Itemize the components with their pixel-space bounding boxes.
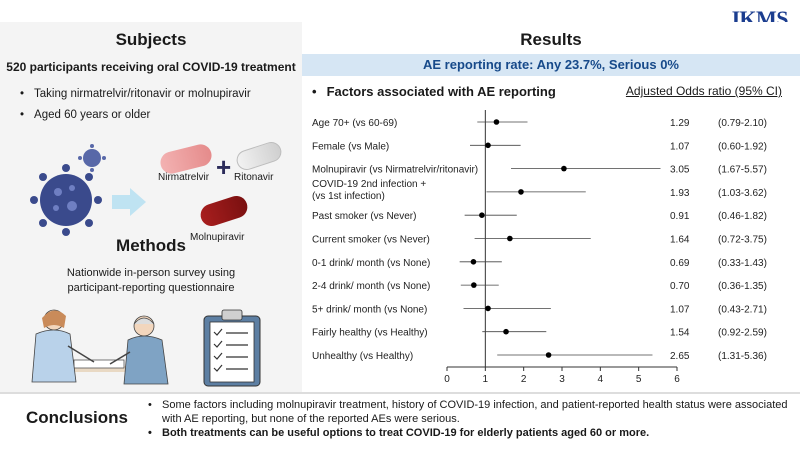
or-point <box>503 328 509 335</box>
plus-icon: + <box>216 152 232 182</box>
ritonavir-pill-icon <box>234 139 284 173</box>
or-point <box>471 282 477 288</box>
x-tick-label: 1 <box>483 374 489 385</box>
x-tick-label: 4 <box>598 374 604 385</box>
or-value: 1.07 <box>670 141 690 152</box>
x-tick-label: 3 <box>559 374 565 385</box>
virus-icon <box>30 164 102 236</box>
subjects-title: Subjects <box>115 30 187 49</box>
row-label: COVID-19 2nd infection + <box>312 179 426 190</box>
x-tick-label: 2 <box>521 374 527 385</box>
odds-ratio-heading: Adjusted Odds ratio (95% CI) <box>625 84 782 98</box>
x-tick-label: 0 <box>444 374 450 385</box>
nirmatrelvir-label: Nirmatrelvir <box>158 172 210 183</box>
results-title: Results <box>520 30 582 49</box>
conclusions-title: Conclusions <box>26 408 129 427</box>
ci-value: (0.72-3.75) <box>718 235 767 246</box>
ritonavir-label: Ritonavir <box>234 172 274 183</box>
row-label: Past smoker (vs Never) <box>312 211 416 222</box>
methods-title: Methods <box>116 236 186 255</box>
subjects-bullet: Taking nirmatrelvir/ritonavir or molnupi… <box>20 84 251 105</box>
or-point <box>470 259 477 265</box>
row-label: (vs 1st infection) <box>312 191 385 202</box>
or-value: 1.54 <box>670 328 690 339</box>
or-point <box>561 165 567 172</box>
conclusions-section: Conclusions Some factors including molnu… <box>0 392 800 450</box>
or-value: 1.07 <box>670 304 690 315</box>
row-label: Current smoker (vs Never) <box>312 235 430 246</box>
virus-small-icon <box>78 144 106 172</box>
participants-text: 520 participants receiving oral COVID-19… <box>6 60 296 74</box>
ae-rate-banner: AE reporting rate: Any 23.7%, Serious 0% <box>302 54 800 76</box>
or-point <box>485 142 491 149</box>
results-panel: Results AE reporting rate: Any 23.7%, Se… <box>302 22 800 392</box>
row-label: 2-4 drink/ month (vs None) <box>312 281 430 292</box>
ci-value: (1.03-3.62) <box>718 188 767 199</box>
forest-plot: 0 1 2 3 4 5 6 Age 70+ (vs 60-69) 1.29 (0.79-2.10)… <box>312 110 767 385</box>
ci-value: (1.31-5.36) <box>718 351 767 362</box>
or-point <box>507 235 513 242</box>
conclusion-point: Some factors including molnupiravir trea… <box>148 398 788 426</box>
survey-interview-illustration <box>31 309 169 385</box>
ci-value: (0.43-2.71) <box>718 304 767 315</box>
arrow-right-icon <box>112 188 146 216</box>
subjects-bullet: Aged 60 years or older <box>20 105 251 126</box>
or-value: 0.91 <box>670 211 690 222</box>
or-value: 0.69 <box>670 258 690 269</box>
row-label: Fairly healthy (vs Healthy) <box>312 328 428 339</box>
questionnaire-clipboard-icon <box>203 309 261 387</box>
row-label: 0-1 drink/ month (vs None) <box>312 258 430 269</box>
conclusion-point-bold: Both treatments can be useful options to… <box>148 426 788 440</box>
or-value: 2.65 <box>670 351 690 362</box>
subjects-bullets: Taking nirmatrelvir/ritonavir or molnupi… <box>20 84 251 126</box>
conclusions-list: Some factors including molnupiravir trea… <box>148 398 788 440</box>
ci-value: (0.33-1.43) <box>718 258 767 269</box>
subjects-methods-panel: Subjects 520 participants receiving oral… <box>0 22 302 392</box>
ci-value: (0.46-1.82) <box>718 211 767 222</box>
row-label: Age 70+ (vs 60-69) <box>312 118 397 129</box>
or-point <box>545 352 552 358</box>
ci-value: (0.92-2.59) <box>718 328 767 339</box>
ci-value: (1.67-5.57) <box>718 165 767 176</box>
row-label: Unhealthy (vs Healthy) <box>312 351 413 362</box>
methods-line: Nationwide in-person survey using <box>66 267 236 279</box>
or-point <box>493 119 500 125</box>
row-label: 5+ drink/ month (vs None) <box>312 304 427 315</box>
or-value: 3.05 <box>670 165 690 176</box>
row-label: Molnupiravir (vs Nirmatrelvir/ritonavir) <box>312 165 478 176</box>
or-point <box>485 305 491 312</box>
x-tick-label: 5 <box>636 374 642 385</box>
or-point <box>479 212 485 218</box>
x-tick-label: 6 <box>674 374 680 385</box>
factors-heading: Factors associated with AE reporting <box>312 84 556 99</box>
ci-value: (0.60-1.92) <box>718 141 767 152</box>
ci-value: (0.36-1.35) <box>718 281 767 292</box>
or-value: 1.93 <box>670 188 690 199</box>
methods-text: Nationwide in-person survey using partic… <box>0 266 302 296</box>
molnupiravir-pill-icon <box>197 193 251 229</box>
ci-value: (0.79-2.10) <box>718 118 767 129</box>
or-point <box>518 189 524 195</box>
or-value: 0.70 <box>670 281 690 292</box>
or-value: 1.29 <box>670 118 690 129</box>
row-label: Female (vs Male) <box>312 141 389 152</box>
nirmatrelvir-pill-icon <box>158 142 214 176</box>
or-value: 1.64 <box>670 235 690 246</box>
molnupiravir-label: Molnupiravir <box>190 232 245 243</box>
methods-line: participant-reporting questionnaire <box>67 282 235 294</box>
